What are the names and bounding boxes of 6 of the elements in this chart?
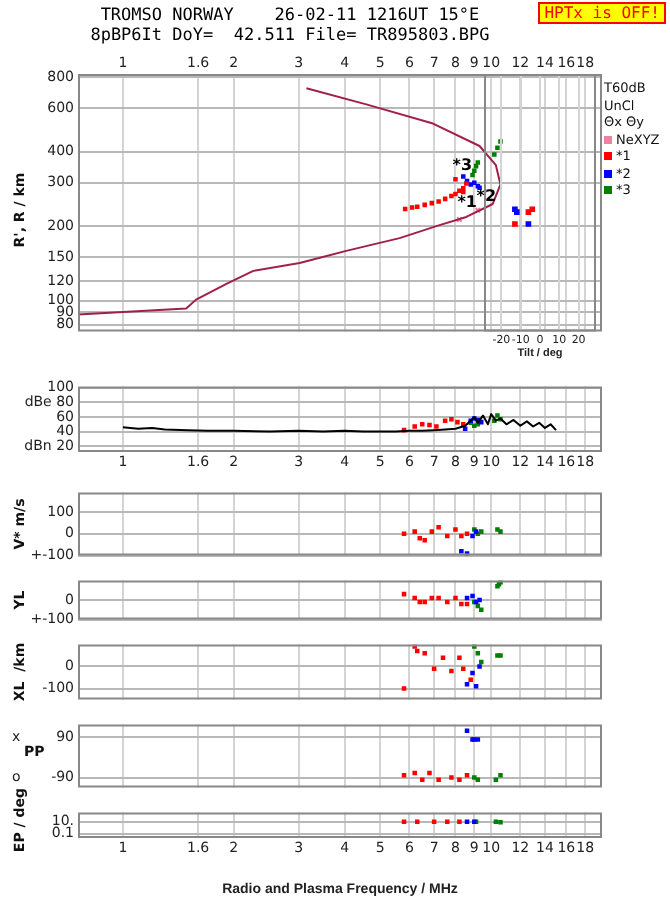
chart-title: TROMSO NORWAY 26-02-11 1216UT 15°E	[98, 6, 482, 26]
annotation: *1	[457, 192, 478, 211]
annotation: *3	[452, 156, 473, 175]
annotation: *2	[476, 187, 497, 206]
text: HPTx is OFF!	[538, 2, 666, 24]
chart-subtitle: 8pBP6It DoY= 42.511 File= TR895803.BPG	[88, 26, 492, 46]
